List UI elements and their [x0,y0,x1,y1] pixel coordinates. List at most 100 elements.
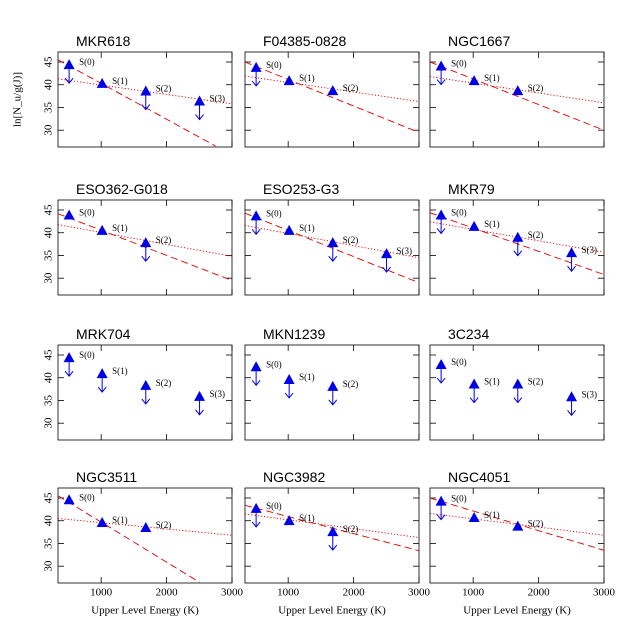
panel: NGC1667 S(0) S(1) S(2) [429,33,605,148]
plot-frame [57,199,233,296]
data-point [468,220,480,231]
point-label: S(3) [397,246,413,256]
y-tick-label: 40 [43,372,55,384]
point-label: S(0) [451,494,467,504]
point-label: S(1) [484,73,500,83]
x-tick-label: 2000 [156,587,179,599]
data-point [250,210,262,221]
y-tick-label: 35 [43,249,55,260]
panel-title: NGC1667 [448,33,510,49]
panel-title: NGC4051 [448,469,510,485]
data-point [468,75,480,86]
data-point [283,515,295,526]
y-axis-label: ln[N_u/g(J)] [12,72,24,127]
x-tick-label: 2000 [528,587,551,599]
data-point [327,237,339,248]
data-point [512,85,524,96]
x-tick-label: 1000 [462,587,485,599]
panel: F04385-0828 S(0) S(1) S(2) [244,33,420,148]
data-point [96,368,108,379]
fit-line [58,224,232,257]
data-point [435,209,447,220]
data-point [566,391,578,402]
data-point [63,352,75,363]
point-label: S(0) [79,208,95,218]
fit-line [58,78,232,105]
y-tick-label: 45 [43,56,55,68]
fit-line [245,75,419,102]
panel-title: MKR618 [76,33,131,49]
data-point [381,248,393,259]
y-tick-label: 40 [43,515,55,527]
fit-line [430,513,604,536]
point-label: S(2) [528,377,544,387]
data-point [63,209,75,220]
plot-frame [429,487,605,584]
data-point [283,374,295,384]
data-point [468,378,480,389]
panel-title: ESO253-G3 [263,181,339,197]
data-point [327,380,339,391]
y-tick-label: 40 [43,79,55,91]
data-point [283,224,295,235]
panel: ESO362-G018 30 35 40 45 S(0) S(1) S(2) [43,181,233,296]
data-point [566,247,578,258]
plot-frame [57,487,233,584]
panel-title: MRK704 [76,326,131,342]
point-label: S(2) [156,235,172,245]
point-label: S(0) [451,357,467,367]
point-label: S(2) [156,520,172,530]
panel-title: ESO362-G018 [76,181,168,197]
data-point [468,512,480,522]
y-tick-label: 35 [43,537,55,549]
y-tick-label: 35 [43,101,55,113]
plot-frame [429,199,605,296]
point-label: S(3) [210,389,226,399]
plot-frame [429,51,605,148]
panel: MKR618 30 35 40 45 ln[N_u/g(J)] S(0) S(1) S(2) S(… [12,33,233,148]
point-label: S(2) [528,519,544,529]
data-point [140,379,152,390]
point-label: S(1) [112,76,128,86]
point-label: S(2) [343,235,359,245]
panel: MRK704 30 35 40 45 S(0) S(1) S(2) S(3) [43,326,233,441]
point-label: S(1) [299,223,315,233]
data-point [250,61,262,72]
data-point [512,231,524,242]
data-point [435,359,447,369]
x-axis-label: Upper Level Energy (K) [463,605,571,617]
fit-line [245,61,419,133]
panel-title: NGC3511 [76,469,137,485]
plot-frame [57,344,233,441]
y-tick-label: 45 [43,349,55,361]
fit-line [245,225,419,259]
data-point [283,75,295,86]
data-point [63,494,75,505]
panel: MKN1239 S(0) S(1) S(2) [244,326,420,441]
fit-line [245,212,419,284]
point-label: S(3) [582,389,598,399]
point-label: S(3) [582,245,598,255]
fit-line [245,513,419,538]
data-point [512,520,524,531]
plot-frame [244,51,420,148]
plot-frame [244,487,420,584]
data-point [194,95,206,106]
data-point [435,495,447,506]
panel: 3C234 S(0) S(1) S(2) S(3) [429,326,605,441]
point-label: S(0) [79,492,95,502]
panel-title: MKN1239 [263,326,325,342]
data-point [194,390,206,401]
point-label: S(2) [528,230,544,240]
point-label: S(2) [343,83,359,93]
point-label: S(1) [484,510,500,520]
point-label: S(0) [451,208,467,218]
data-point [327,526,339,537]
fit-line [58,495,200,583]
plot-frame [244,199,420,296]
x-axis-label: Upper Level Energy (K) [91,605,199,617]
point-label: S(0) [266,60,282,70]
data-point [140,85,152,96]
y-tick-label: 30 [43,417,55,429]
panel: NGC3982 1000 2000 3000 Upper Level Energy (K… [244,469,431,617]
